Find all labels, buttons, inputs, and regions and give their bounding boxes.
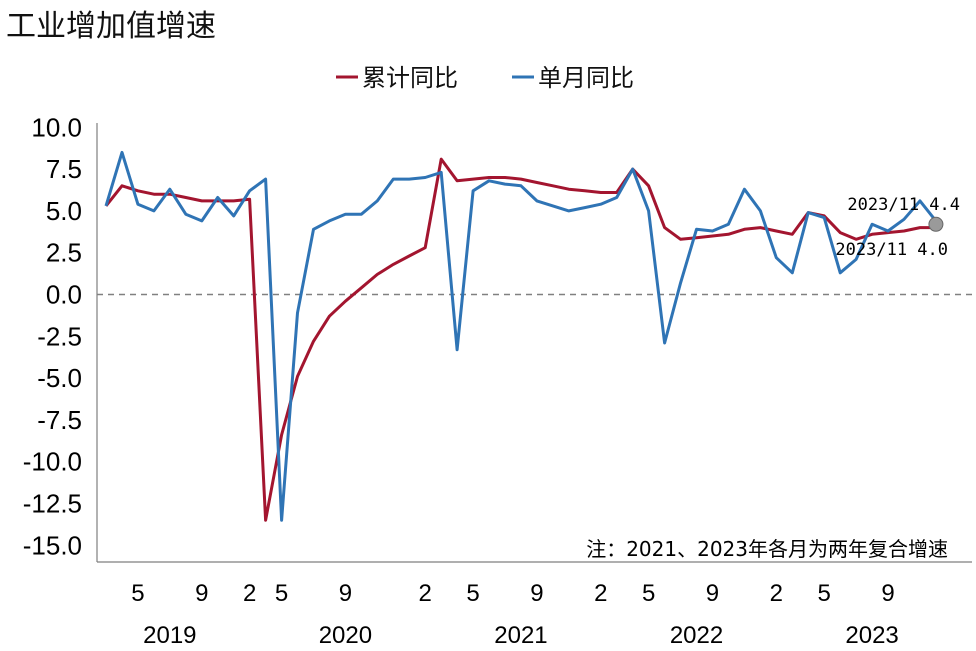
x-tick-label: 5	[275, 580, 288, 607]
plot-area: 2023/11 4.4 2023/11 4.0	[97, 150, 972, 522]
y-tick-label: -7.5	[37, 405, 82, 435]
x-tick-label: 2	[770, 580, 783, 607]
y-tick-label: -15.0	[23, 530, 82, 560]
series-line-monthly	[104, 150, 938, 522]
last-value-label-monthly: 2023/11 4.4	[847, 195, 960, 215]
x-year-label: 2019	[143, 622, 196, 649]
y-tick-label: 7.5	[46, 154, 82, 184]
x-tick-label: 9	[530, 580, 543, 607]
x-tick-label: 5	[642, 580, 655, 607]
y-tick-label: 2.5	[46, 238, 82, 268]
y-tick-label: 5.0	[46, 196, 82, 226]
last-value-label-cumulative: 2023/11 4.0	[835, 240, 948, 260]
legend: 累计同比 单月同比	[336, 64, 634, 92]
x-tick-label: 5	[818, 580, 831, 607]
x-year-label: 2020	[319, 622, 372, 649]
y-axis: 10.0 7.5 5.0 2.5 0.0 -2.5 -5.0 -7.5 -10.0 -12.5 -1…	[23, 112, 98, 562]
x-tick-label: 2	[594, 580, 607, 607]
y-tick-label: -10.0	[23, 447, 82, 477]
x-tick-label: 9	[881, 580, 894, 607]
x-tick-label: 9	[706, 580, 719, 607]
x-tick-label: 9	[195, 580, 208, 607]
y-tick-label: 0.0	[46, 280, 82, 310]
x-tick-label: 2	[419, 580, 432, 607]
end-point-marker	[928, 216, 944, 232]
x-year-label: 2023	[845, 622, 898, 649]
y-tick-label: -12.5	[23, 489, 82, 519]
x-year-label: 2021	[494, 622, 547, 649]
x-tick-label: 5	[466, 580, 479, 607]
y-tick-label: -5.0	[37, 363, 82, 393]
legend-label-cumulative: 累计同比	[362, 64, 458, 92]
x-year-label: 2022	[670, 622, 723, 649]
chart-title: 工业增加值增速	[6, 9, 216, 44]
legend-label-monthly: 单月同比	[538, 64, 634, 92]
chart-note: 注：2021、2023年各月为两年复合增速	[586, 537, 948, 561]
x-tick-label: 9	[339, 580, 352, 607]
y-tick-label: -2.5	[37, 321, 82, 351]
y-tick-label: 10.0	[31, 112, 82, 142]
x-tick-label: 5	[131, 580, 144, 607]
x-tick-label: 2	[243, 580, 256, 607]
